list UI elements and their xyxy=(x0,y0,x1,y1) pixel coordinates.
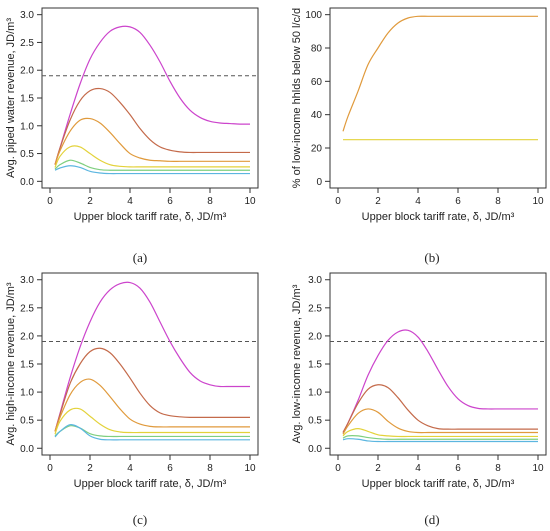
x-tick-label: 4 xyxy=(127,196,133,207)
y-tick-label: 2.0 xyxy=(20,331,34,342)
plot-frame xyxy=(330,8,546,188)
x-tick-label: 8 xyxy=(207,463,213,474)
x-tick-label: 4 xyxy=(415,463,421,474)
x-tick-label: 4 xyxy=(127,463,133,474)
chart-panel-d: 0 2 4 6 8 10 0.0 0.5 1.0 1.5 2.0 2.5 3.0 Upper block … xyxy=(291,273,546,527)
series-line-3 xyxy=(343,409,538,434)
y-tick-label: 0.5 xyxy=(20,416,34,427)
x-axis-label: Upper block tariff rate, δ, JD/m³ xyxy=(362,478,515,490)
x-tick-label: 6 xyxy=(167,463,173,474)
y-tick-label: 1.0 xyxy=(20,388,34,399)
x-tick-label: 10 xyxy=(532,196,544,207)
x-axis-label: Upper block tariff rate, δ, JD/m³ xyxy=(74,478,227,490)
x-tick-label: 2 xyxy=(87,196,93,207)
y-tick-label: 0.0 xyxy=(20,177,34,188)
y-tick-label: 1.5 xyxy=(308,360,322,371)
chart-panel-c: 0 2 4 6 8 10 0.0 0.5 1.0 1.5 2.0 2.5 3.0 Upper block … xyxy=(5,273,258,527)
x-tick-label: 8 xyxy=(207,196,213,207)
y-tick-label: 1.5 xyxy=(20,94,34,105)
x-tick-label: 8 xyxy=(495,463,501,474)
y-tick-label: 1.0 xyxy=(308,388,322,399)
x-tick-label: 0 xyxy=(47,196,53,207)
y-tick-label: 0.5 xyxy=(308,416,322,427)
x-tick-label: 6 xyxy=(455,196,461,207)
x-tick-label: 10 xyxy=(244,463,256,474)
x-tick-label: 4 xyxy=(415,196,421,207)
y-tick-label: 20 xyxy=(311,144,323,155)
y-tick-label: 0.5 xyxy=(20,149,34,160)
x-tick-label: 6 xyxy=(167,196,173,207)
y-tick-label: 3.0 xyxy=(20,275,34,286)
plot-frame xyxy=(330,273,546,455)
series-line-1 xyxy=(343,330,538,433)
y-tick-label: 2.0 xyxy=(20,66,34,77)
panel-caption: (a) xyxy=(133,250,147,265)
x-tick-label: 2 xyxy=(375,463,381,474)
chart-panel-a: 0 2 4 6 8 10 0.0 0.5 1.0 1.5 2.0 2.5 3.0 Upper block … xyxy=(5,8,258,265)
series-line-2 xyxy=(55,88,250,164)
x-tick-label: 6 xyxy=(455,463,461,474)
y-tick-label: 80 xyxy=(311,44,323,55)
x-tick-label: 2 xyxy=(87,463,93,474)
x-tick-label: 10 xyxy=(532,463,544,474)
x-axis-label: Upper block tariff rate, δ, JD/m³ xyxy=(362,211,515,223)
x-tick-label: 0 xyxy=(335,463,341,474)
y-tick-label: 2.5 xyxy=(20,38,34,49)
y-tick-label: 2.0 xyxy=(308,331,322,342)
x-tick-label: 8 xyxy=(495,196,501,207)
y-tick-label: 3.0 xyxy=(308,275,322,286)
panel-caption: (d) xyxy=(424,512,439,527)
y-tick-label: 3.0 xyxy=(20,10,34,21)
y-tick-label: 40 xyxy=(311,110,323,121)
series-line-4 xyxy=(55,146,250,168)
x-tick-label: 2 xyxy=(375,196,381,207)
y-axis-label: Avg. piped water revenue, JD/m³ xyxy=(5,18,17,178)
y-axis-label: Avg. low-income revenue, JD/m³ xyxy=(291,284,303,443)
y-tick-label: 2.5 xyxy=(308,303,322,314)
y-tick-label: 0.0 xyxy=(20,444,34,455)
y-tick-label: 0 xyxy=(316,177,322,188)
y-axis-label: % of low-income hhlds below 50 l/c/d xyxy=(291,8,303,188)
y-tick-label: 0.0 xyxy=(308,444,322,455)
panel-caption: (b) xyxy=(424,250,439,265)
x-tick-label: 0 xyxy=(47,463,53,474)
y-tick-label: 1.5 xyxy=(20,360,34,371)
x-tick-label: 10 xyxy=(244,196,256,207)
y-tick-label: 60 xyxy=(311,77,323,88)
x-tick-label: 0 xyxy=(335,196,341,207)
series-line-1 xyxy=(343,16,538,131)
y-axis-label: Avg. high-income revenue, JD/m³ xyxy=(5,282,17,445)
series-line-2 xyxy=(55,348,250,431)
y-tick-label: 2.5 xyxy=(20,303,34,314)
y-tick-label: 1.0 xyxy=(20,121,34,132)
y-tick-label: 100 xyxy=(305,10,322,21)
x-axis-label: Upper block tariff rate, δ, JD/m³ xyxy=(74,211,227,223)
panel-caption: (c) xyxy=(133,512,147,527)
